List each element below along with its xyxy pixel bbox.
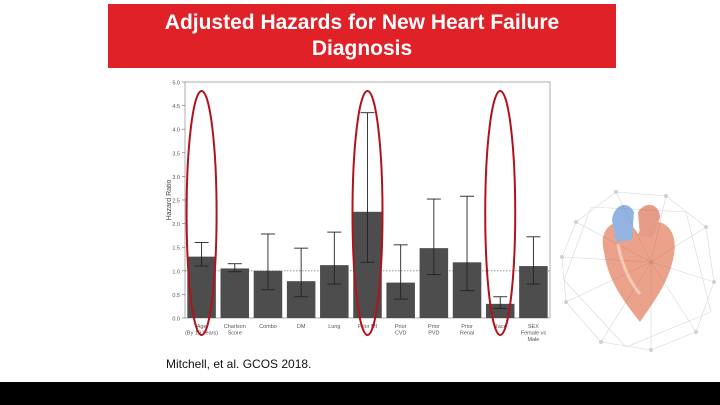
y-tick-label: 1.5 [172, 246, 180, 252]
y-tick-label: 3.5 [172, 151, 180, 157]
x-tick-label: DM [297, 324, 306, 330]
x-tick-label: Prior PVD [428, 324, 440, 337]
y-axis-label: Hazard Ratio [166, 179, 173, 220]
citation: Mitchell, et al. GCOS 2018. [166, 357, 312, 371]
y-tick-label: 0.5 [172, 293, 180, 299]
y-tick-label: 4.5 [172, 104, 180, 110]
highlight-ellipse [484, 90, 517, 336]
x-tick-label: Prior Renal [460, 324, 474, 337]
heart-shape [602, 204, 675, 322]
x-tick-label: Prior CVD [395, 324, 407, 337]
heart-illustration [560, 190, 716, 352]
x-tick-label: Lung [328, 324, 340, 330]
x-tick-label: Combo [259, 324, 277, 330]
y-tick-label: 0.0 [172, 317, 180, 323]
bar [485, 303, 515, 318]
slide-title: Adjusted Hazards for New Heart Failure D… [108, 4, 616, 68]
hazard-ratio-chart: 0.0 0.5 1.0 1.5 2.0 2.5 3.0 3.5 4.0 4.5 5.0 Hazard … [165, 72, 557, 344]
y-tick-label: 3.0 [172, 175, 180, 181]
y-tick-label: 2.5 [172, 199, 180, 205]
chart-canvas: 0.0 0.5 1.0 1.5 2.0 2.5 3.0 3.5 4.0 4.5 5.0 Hazard … [166, 81, 551, 343]
highlight-ellipse [351, 90, 384, 336]
highlight-ellipse [185, 90, 218, 336]
x-tick-label: SEX Female vs Male [521, 324, 547, 343]
slide-title-line-1: Adjusted Hazards for New Heart Failure [164, 11, 560, 34]
y-tick-label: 1.0 [172, 269, 180, 275]
x-tick-label: Charlson Score [224, 324, 246, 337]
x-tick-label: Prior MI [358, 324, 378, 330]
y-tick-label: 5.0 [172, 81, 180, 87]
bottom-bar [0, 382, 720, 405]
y-tick-label: 4.0 [172, 128, 180, 134]
bar [220, 268, 250, 318]
slide-title-line-2: Diagnosis [311, 37, 413, 60]
x-tick-label: Age (By 10 Years) [185, 324, 218, 337]
x-tick-label: Race [494, 324, 507, 330]
y-tick-label: 2.0 [172, 222, 180, 228]
